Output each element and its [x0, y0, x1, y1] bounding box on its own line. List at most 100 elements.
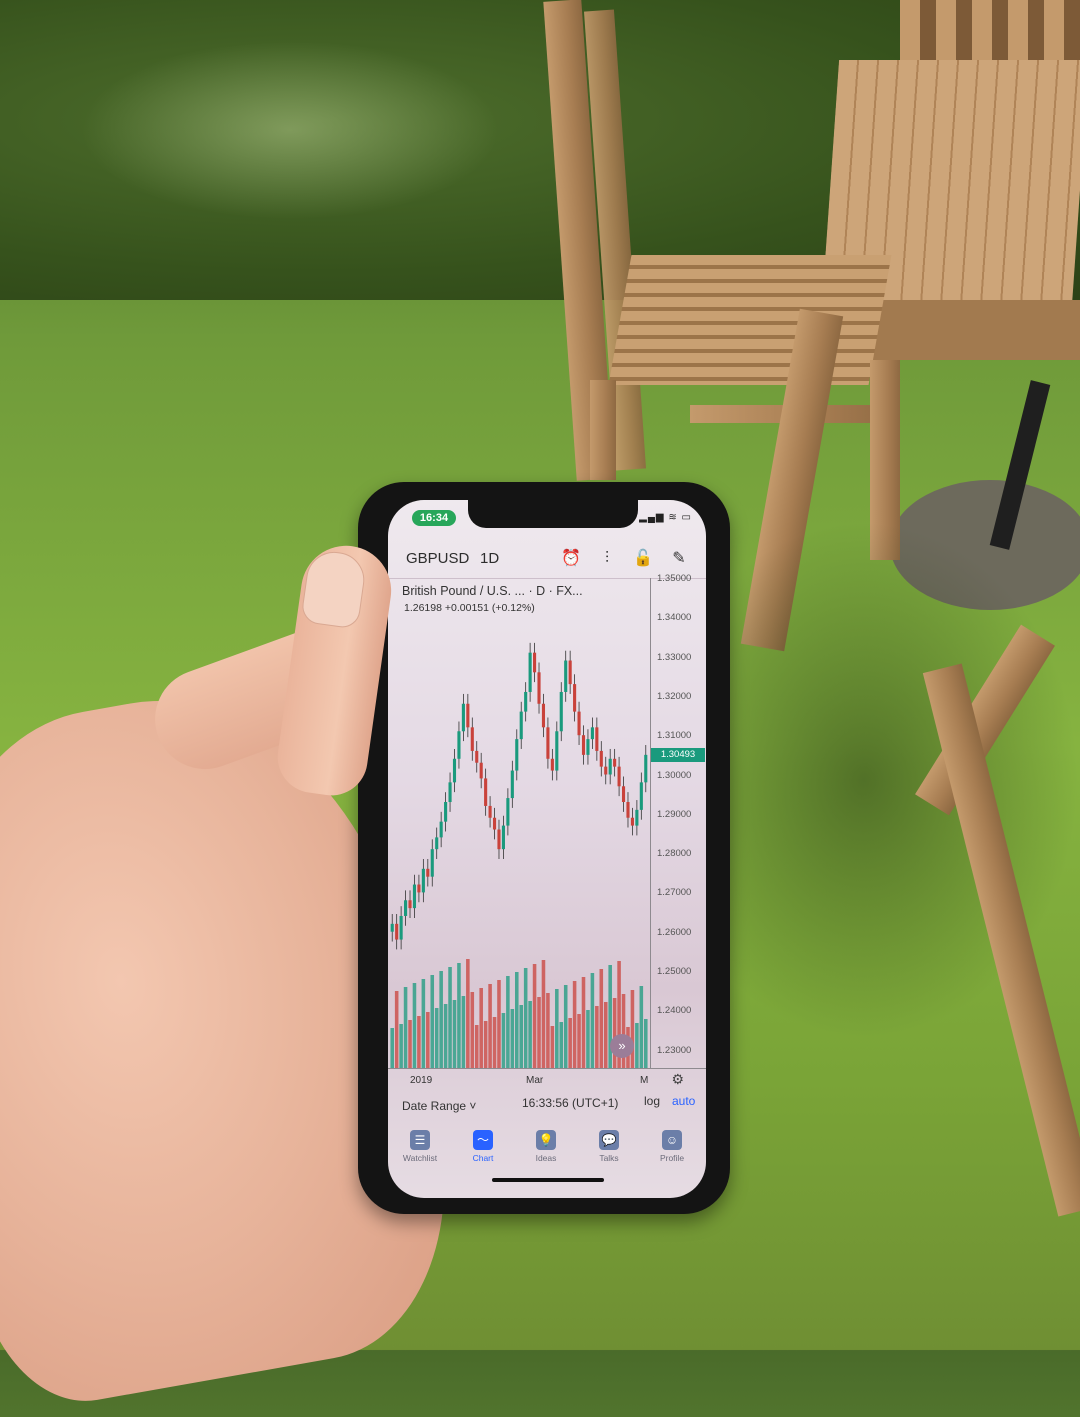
drawing-icon[interactable]: ✎ — [672, 550, 686, 567]
volume-bar — [621, 994, 626, 1068]
tab-profile[interactable]: ☺ Profile — [642, 1130, 702, 1163]
candle-body — [626, 802, 630, 818]
volume-bar — [390, 1028, 395, 1068]
volume-bar — [403, 987, 408, 1068]
candle-body — [639, 782, 643, 810]
settings-icon[interactable]: ⚙ — [671, 1071, 684, 1087]
candle-body — [435, 837, 439, 850]
symbol-button[interactable]: GBPUSD — [406, 550, 470, 567]
candle-body — [457, 731, 461, 759]
candle-body — [608, 758, 612, 775]
time-label-mar: Mar — [526, 1075, 544, 1086]
candle-body — [599, 750, 603, 767]
price-tick-label: 1.28000 — [657, 848, 692, 860]
candle-body — [448, 782, 452, 803]
tab-label: Watchlist — [402, 1153, 438, 1163]
phone-notch — [468, 500, 638, 528]
volume-bar — [581, 977, 586, 1068]
date-range-button[interactable]: Date Range ˅ — [402, 1099, 477, 1113]
time-axis[interactable]: 2019 Mar M ⚙ — [388, 1068, 706, 1091]
volume-bar — [608, 965, 612, 1068]
price-tick-label: 1.27000 — [657, 887, 692, 899]
candle-body — [555, 731, 559, 771]
candle-body — [604, 766, 608, 775]
time-label-m: M — [640, 1075, 649, 1086]
candle-body — [617, 766, 621, 787]
volume-bar — [457, 963, 461, 1068]
candle-body — [395, 923, 399, 940]
volume-bar — [426, 1012, 430, 1068]
legend-title[interactable]: British Pound / U.S. ... · D · FX... — [402, 584, 583, 598]
volume-bar — [497, 980, 501, 1068]
candle-body — [475, 750, 479, 763]
volume-bar — [461, 996, 466, 1068]
tab-chart[interactable]: 〜 Chart — [453, 1130, 513, 1163]
candle-body — [444, 802, 448, 822]
candle-body — [564, 660, 568, 692]
volume-bar — [430, 975, 435, 1068]
candle-body — [577, 711, 581, 736]
volume-bar — [399, 1024, 403, 1068]
volume-bar — [599, 969, 604, 1068]
volume-bar — [514, 972, 519, 1068]
volume-bar — [470, 992, 475, 1068]
volume-bar — [617, 961, 621, 1068]
tab-talks[interactable]: 💬 Talks — [579, 1130, 639, 1163]
candle-body — [635, 809, 639, 826]
scroll-to-realtime-button[interactable]: » — [610, 1034, 634, 1058]
volume-bar — [586, 1010, 590, 1068]
price-tick-label: 1.34000 — [657, 612, 692, 624]
candle-body — [501, 825, 505, 850]
indicators-icon[interactable]: ⫶ — [604, 550, 609, 567]
phone-screen[interactable]: 16:34 ▂▄▆ ≋ ▭ GBPUSD 1D ⏰ ⫶ 🔓 ✎ British … — [388, 500, 706, 1198]
candle-body — [412, 884, 417, 909]
alarm-icon[interactable]: ⏰ — [561, 550, 581, 567]
candle-body — [550, 758, 554, 771]
candle-body — [519, 711, 523, 740]
volume-bar — [595, 1006, 599, 1068]
price-tick-label: 1.29000 — [657, 808, 692, 820]
tab-bar: ☰ Watchlist 〜 Chart 💡 Ideas 💬 Talks ☺ Profile — [388, 1124, 706, 1180]
candle-body — [515, 739, 519, 771]
log-scale-button[interactable]: log — [644, 1094, 661, 1108]
tab-ideas[interactable]: 💡 Ideas — [516, 1130, 576, 1163]
price-tick-label: 1.32000 — [657, 690, 692, 702]
candle-body — [524, 691, 528, 712]
volume-bar — [528, 1001, 532, 1068]
candle-body — [439, 821, 443, 838]
auto-scale-button[interactable]: auto — [672, 1094, 696, 1108]
candle-body — [537, 672, 541, 704]
price-tick-label: 1.24000 — [657, 1005, 692, 1017]
candlestick-chart[interactable] — [388, 578, 650, 1068]
candle-body — [630, 817, 634, 826]
chart-toolbar: GBPUSD 1D ⏰ ⫶ 🔓 ✎ — [388, 540, 706, 578]
volume-bar — [474, 1025, 479, 1068]
price-tick-label: 1.33000 — [657, 651, 692, 663]
volume-bar — [519, 1005, 524, 1068]
status-time: 16:34 — [412, 510, 456, 526]
time-label-2019: 2019 — [410, 1075, 433, 1086]
volume-bar — [506, 976, 510, 1068]
volume-bar — [439, 971, 443, 1068]
candle-body — [417, 884, 421, 893]
price-tick-label: 1.31000 — [657, 730, 692, 742]
volume-bar — [452, 1000, 457, 1068]
candle-body — [404, 900, 408, 916]
tab-watchlist[interactable]: ☰ Watchlist — [390, 1130, 450, 1163]
volume-bar — [555, 989, 559, 1068]
tab-label: Talks — [599, 1153, 619, 1163]
volume-bar — [466, 959, 470, 1068]
chart-icon: 〜 — [473, 1130, 493, 1150]
tab-label: Chart — [472, 1153, 494, 1163]
volume-bar — [541, 960, 546, 1068]
candle-body — [452, 758, 457, 783]
interval-button[interactable]: 1D — [480, 550, 500, 567]
volume-bar — [510, 1009, 515, 1068]
price-axis[interactable]: 1.35000 1.34000 1.33000 1.32000 1.31000 1.300… — [650, 573, 706, 1068]
volume-bar — [635, 1023, 639, 1068]
candle-body — [479, 762, 483, 779]
candle-body — [595, 727, 599, 751]
toolbar-divider — [388, 578, 706, 579]
lock-icon[interactable]: 🔓 — [633, 550, 653, 567]
volume-bar — [603, 1002, 608, 1068]
